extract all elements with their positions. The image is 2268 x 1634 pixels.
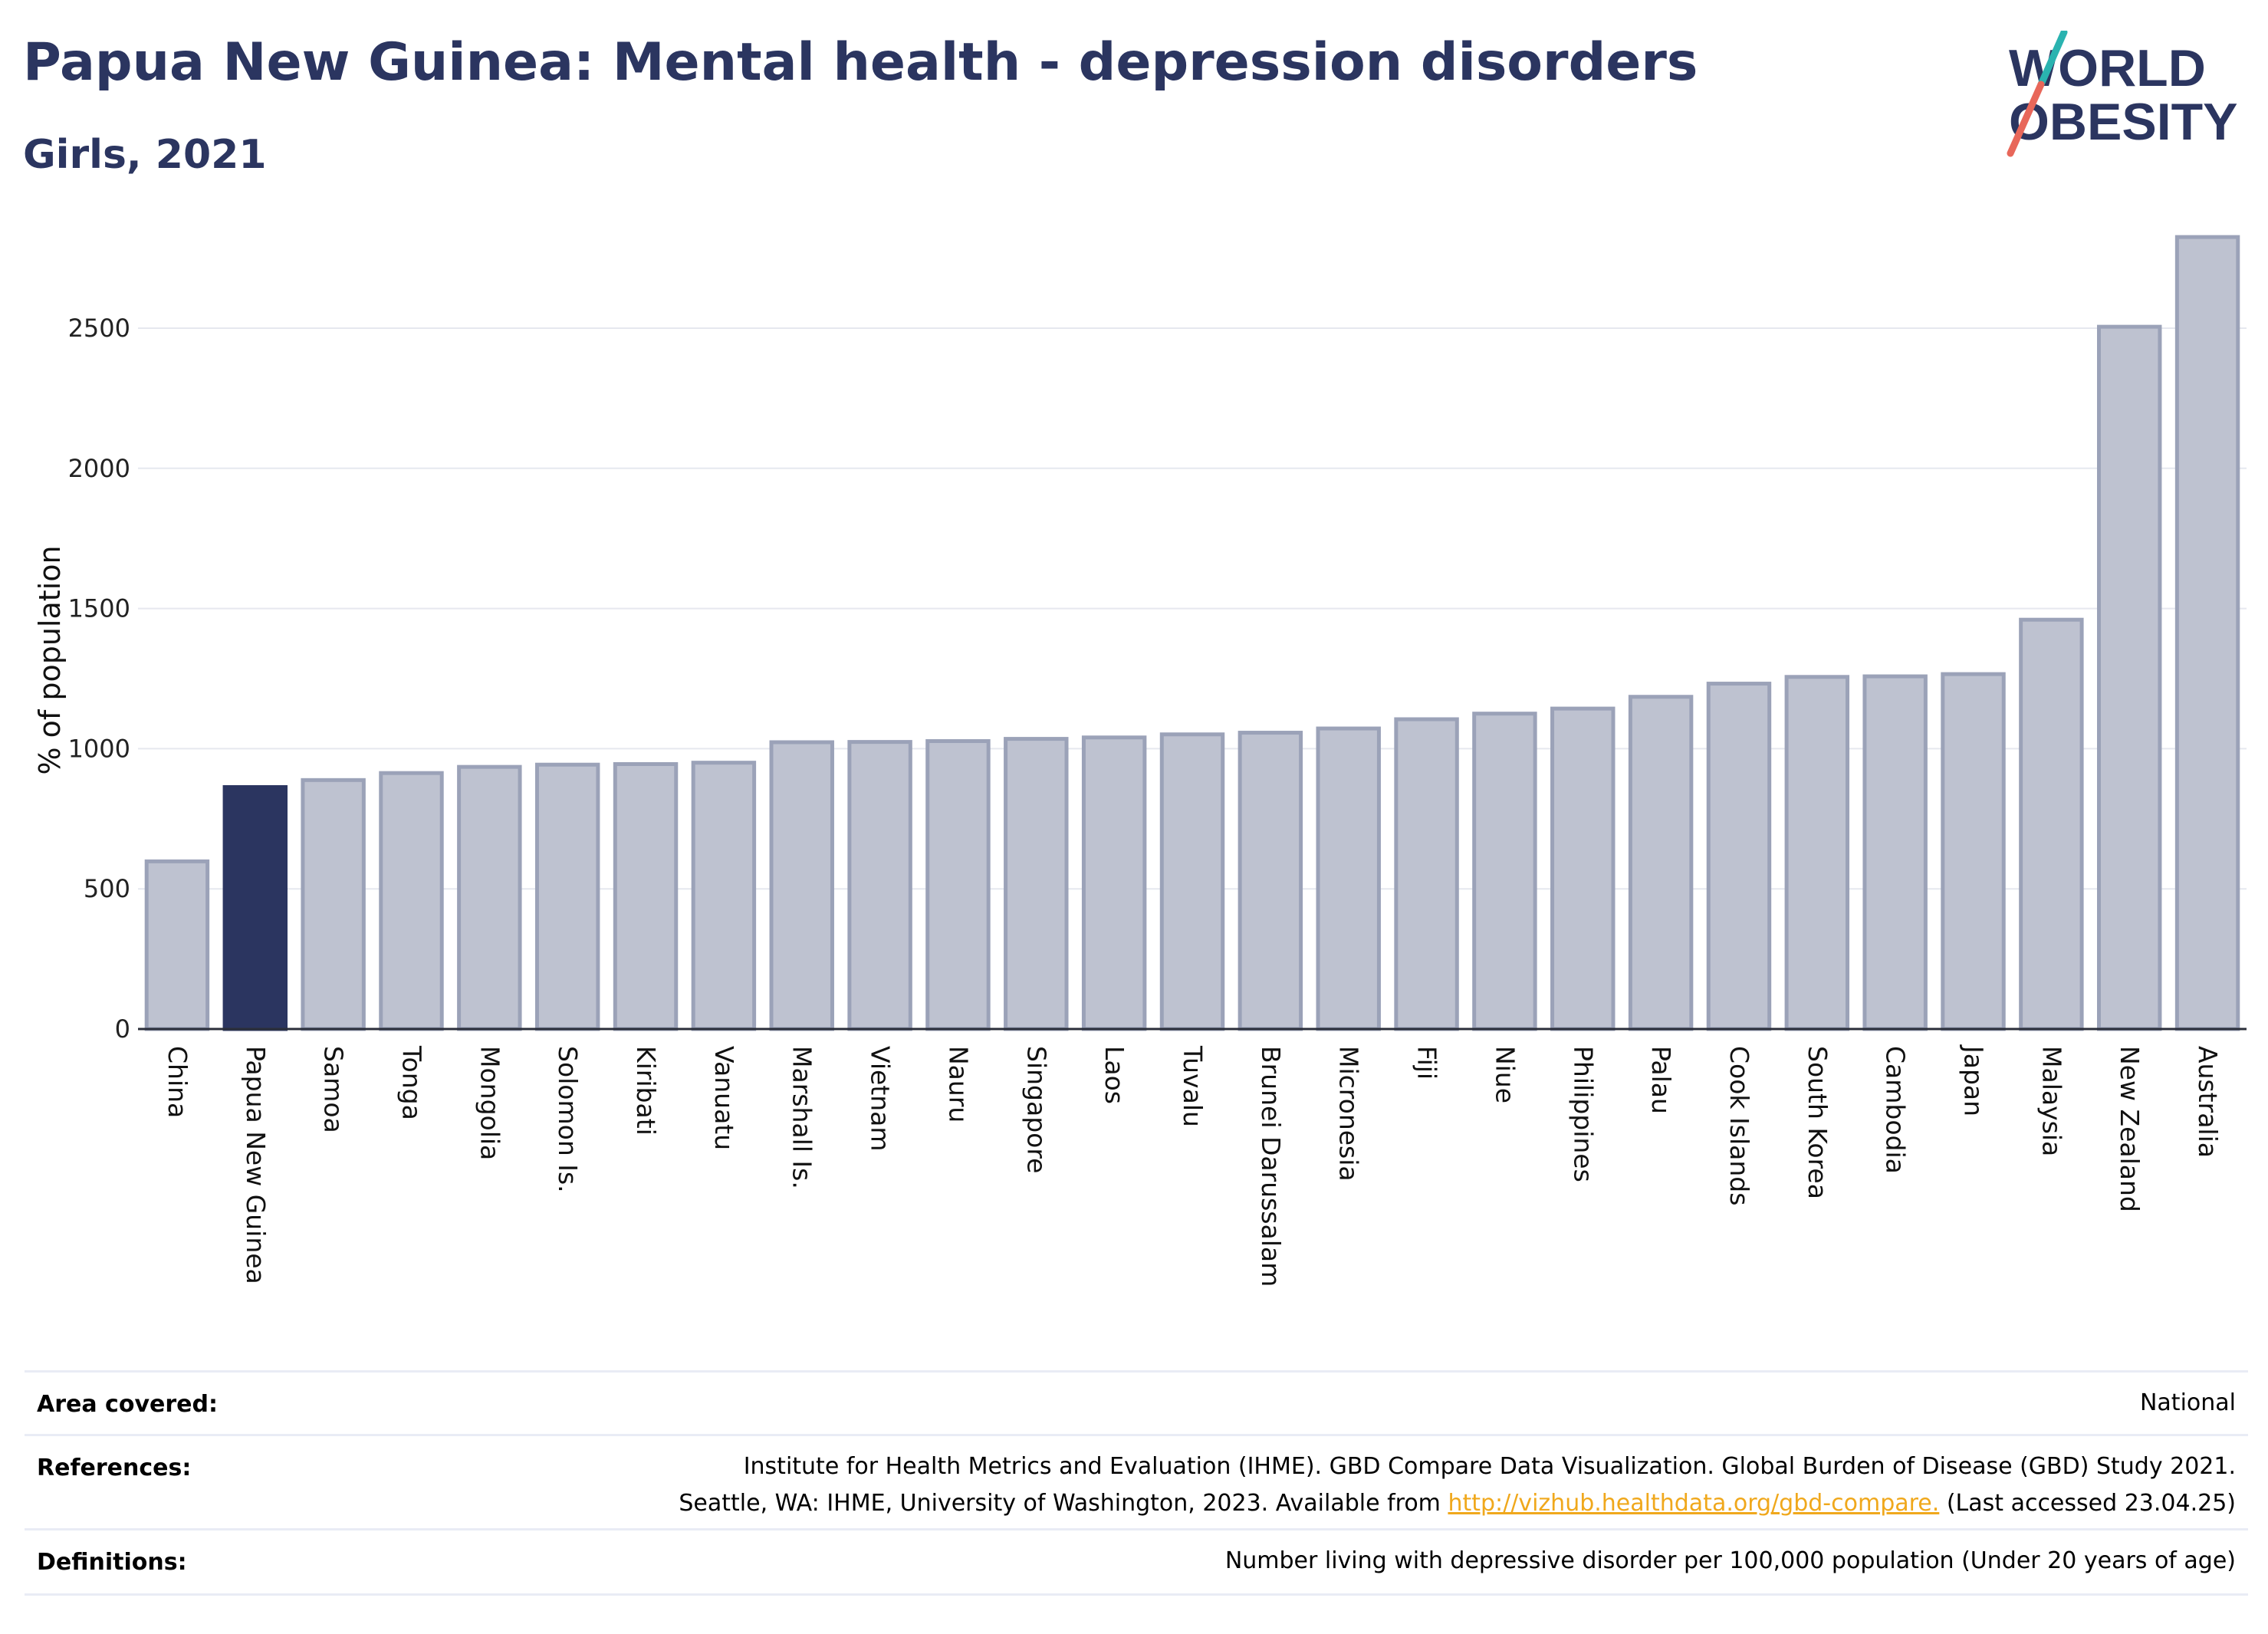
footer-area-row: Area covered: National	[25, 1373, 2248, 1434]
footer-divider	[25, 1370, 2248, 1373]
bar	[2097, 324, 2162, 1031]
x-tick-label: South Korea	[1803, 1046, 1832, 1199]
area-covered-value: National	[2139, 1389, 2236, 1416]
x-tick-label: Laos	[1099, 1046, 1129, 1104]
bar	[769, 740, 834, 1031]
x-tick-label: Papua New Guinea	[241, 1046, 271, 1284]
x-tick-label: Micronesia	[1334, 1046, 1364, 1182]
x-tick-label: Brunei Darussalam	[1256, 1046, 1286, 1287]
footer-divider	[25, 1593, 2248, 1596]
x-tick-label: Tonga	[396, 1045, 426, 1120]
x-tick-label: Singapore	[1021, 1046, 1051, 1173]
bar	[534, 762, 600, 1031]
bar	[457, 764, 522, 1031]
bar	[1394, 717, 1459, 1031]
footer-references-row: References: Institute for Health Metrics…	[25, 1436, 2248, 1528]
x-tick-label: Tuvalu	[1178, 1045, 1208, 1127]
x-tick-label: Kiribati	[631, 1046, 661, 1136]
x-tick-label: Malaysia	[2036, 1046, 2066, 1156]
bar	[144, 859, 210, 1031]
x-tick-label: Australia	[2193, 1046, 2223, 1158]
x-tick-label: Nauru	[943, 1046, 973, 1123]
x-tick-label: Palau	[1646, 1046, 1676, 1114]
x-tick-label: Solomon Is.	[553, 1046, 583, 1193]
bar-chart: 0 500 1000 1500 2000 2500 China Papua New Guine…	[33, 235, 2247, 1287]
references-line-1: Institute for Health Metrics and Evaluat…	[743, 1453, 2236, 1480]
bar	[1550, 706, 1616, 1031]
y-tick-label: 500	[84, 874, 130, 903]
bar	[1238, 731, 1303, 1031]
references-value: Institute for Health Metrics and Evaluat…	[679, 1448, 2236, 1522]
x-tick-label: Fiji	[1412, 1046, 1442, 1080]
x-tick-label: New Zealand	[2115, 1046, 2145, 1212]
bar	[222, 784, 288, 1031]
x-tick-label: Japan	[1959, 1044, 1989, 1116]
bar	[2019, 617, 2084, 1031]
references-line-2: Seattle, WA: IHME, University of Washing…	[679, 1485, 2236, 1522]
x-tick-label: Cook Islands	[1724, 1046, 1754, 1205]
bar	[847, 740, 912, 1031]
bar	[1784, 675, 1850, 1031]
y-tick-label: 2000	[68, 454, 130, 483]
bar	[1706, 682, 1772, 1031]
x-tick-label: Cambodia	[1881, 1046, 1911, 1174]
world-obesity-logo: WORLD OBESITY	[2007, 31, 2238, 157]
bar	[1862, 674, 1928, 1031]
x-tick-label: Vanuatu	[709, 1046, 739, 1150]
bar	[1941, 672, 2006, 1031]
bar	[301, 778, 366, 1031]
chart-subtitle: Girls, 2021	[23, 132, 267, 178]
bar	[925, 739, 991, 1031]
logo-text-obesity: OBESITY	[2009, 93, 2238, 151]
x-tick-label: China	[163, 1046, 192, 1118]
definitions-label: Definitions:	[37, 1549, 187, 1576]
y-axis-label: % of population	[33, 545, 67, 774]
x-tick-label: Samoa	[319, 1046, 349, 1133]
bar	[691, 761, 757, 1031]
y-tick-label: 0	[115, 1014, 130, 1044]
references-line-2-pre: Seattle, WA: IHME, University of Washing…	[679, 1490, 1448, 1517]
footer-divider	[25, 1434, 2248, 1436]
x-tick-label: Philippines	[1568, 1046, 1598, 1182]
bar	[1159, 732, 1225, 1031]
references-line-2-post: (Last accessed 23.04.25)	[1939, 1490, 2236, 1517]
y-tick-label: 2500	[68, 314, 130, 343]
bar	[1004, 737, 1069, 1031]
references-label: References:	[37, 1455, 192, 1481]
y-tick-label: 1500	[68, 594, 130, 623]
bar	[1081, 735, 1147, 1031]
bar	[1316, 726, 1381, 1031]
bar	[1472, 712, 1537, 1031]
x-tick-label: Niue	[1490, 1046, 1520, 1103]
definitions-value: Number living with depressive disorder p…	[1224, 1547, 2236, 1574]
x-tick-label: Marshall Is.	[787, 1046, 817, 1189]
bar	[2174, 235, 2240, 1031]
references-link[interactable]: http://vizhub.healthdata.org/gbd-compare…	[1448, 1490, 1940, 1517]
bar	[613, 761, 679, 1031]
x-tick-label: Mongolia	[475, 1046, 505, 1160]
bar	[1628, 695, 1694, 1031]
footer-divider	[25, 1528, 2248, 1530]
footer-definitions-row: Definitions: Number living with depressi…	[25, 1530, 2248, 1592]
x-tick-label: Vietnam	[866, 1046, 896, 1152]
y-tick-label: 1000	[68, 734, 130, 763]
bar	[379, 771, 444, 1031]
chart-title: Papua New Guinea: Mental health - depres…	[23, 32, 1698, 93]
area-covered-label: Area covered:	[37, 1391, 218, 1418]
